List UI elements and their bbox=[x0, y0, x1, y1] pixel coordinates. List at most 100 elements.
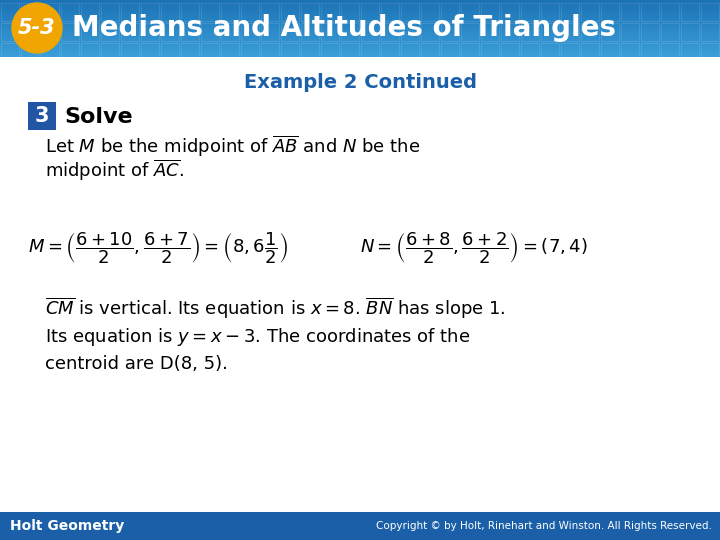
Text: 5-3: 5-3 bbox=[18, 18, 56, 38]
Bar bbox=[701, 43, 719, 61]
Text: 3: 3 bbox=[35, 106, 49, 126]
Bar bbox=[481, 43, 499, 61]
Bar bbox=[161, 3, 179, 21]
Bar bbox=[361, 3, 379, 21]
Bar bbox=[161, 43, 179, 61]
Bar bbox=[21, 3, 39, 21]
Bar bbox=[181, 43, 199, 61]
Bar bbox=[41, 23, 59, 41]
Circle shape bbox=[12, 3, 62, 53]
Bar bbox=[0, 55, 720, 56]
Bar bbox=[321, 3, 339, 21]
Bar bbox=[61, 23, 79, 41]
Bar bbox=[661, 23, 679, 41]
Bar bbox=[561, 23, 579, 41]
Bar bbox=[0, 2, 720, 3]
Bar bbox=[101, 43, 119, 61]
Bar bbox=[201, 23, 219, 41]
Bar bbox=[0, 15, 720, 16]
Bar bbox=[0, 11, 720, 12]
Bar bbox=[541, 3, 559, 21]
Bar bbox=[481, 23, 499, 41]
Bar bbox=[0, 50, 720, 51]
Bar bbox=[381, 3, 399, 21]
Bar bbox=[101, 3, 119, 21]
Bar bbox=[0, 38, 720, 39]
Bar bbox=[0, 16, 720, 17]
Bar bbox=[441, 3, 459, 21]
Bar bbox=[0, 7, 720, 8]
Bar bbox=[421, 43, 439, 61]
Bar bbox=[541, 23, 559, 41]
Bar bbox=[621, 23, 639, 41]
Bar bbox=[0, 20, 720, 21]
Bar bbox=[0, 12, 720, 13]
Bar bbox=[321, 23, 339, 41]
Text: Holt Geometry: Holt Geometry bbox=[10, 519, 125, 533]
Bar bbox=[0, 10, 720, 11]
Bar bbox=[81, 3, 99, 21]
Bar bbox=[281, 23, 299, 41]
Bar bbox=[121, 43, 139, 61]
Bar bbox=[521, 3, 539, 21]
Bar bbox=[381, 23, 399, 41]
Bar bbox=[301, 23, 319, 41]
Bar bbox=[0, 8, 720, 9]
Bar bbox=[341, 43, 359, 61]
Bar bbox=[0, 5, 720, 6]
Bar bbox=[0, 27, 720, 28]
Bar bbox=[0, 26, 720, 27]
Bar bbox=[181, 23, 199, 41]
Bar bbox=[0, 512, 720, 540]
Text: midpoint of $\overline{AC}$.: midpoint of $\overline{AC}$. bbox=[45, 158, 184, 183]
Bar bbox=[301, 43, 319, 61]
Bar bbox=[421, 23, 439, 41]
Bar bbox=[521, 43, 539, 61]
Bar bbox=[341, 3, 359, 21]
Bar bbox=[221, 23, 239, 41]
Bar bbox=[0, 30, 720, 31]
Bar bbox=[0, 53, 720, 54]
Bar bbox=[681, 23, 699, 41]
Bar bbox=[0, 47, 720, 48]
Bar bbox=[201, 3, 219, 21]
Bar bbox=[0, 22, 720, 23]
Bar bbox=[0, 17, 720, 18]
Bar bbox=[0, 25, 720, 26]
Bar bbox=[61, 43, 79, 61]
Text: Its equation is $y = x - 3$. The coordinates of the: Its equation is $y = x - 3$. The coordin… bbox=[45, 326, 470, 348]
FancyBboxPatch shape bbox=[28, 102, 56, 130]
Bar bbox=[561, 3, 579, 21]
Bar bbox=[101, 23, 119, 41]
Bar bbox=[0, 34, 720, 35]
Bar bbox=[501, 43, 519, 61]
Bar bbox=[241, 3, 259, 21]
Bar bbox=[221, 43, 239, 61]
Bar bbox=[581, 3, 599, 21]
Bar bbox=[0, 44, 720, 45]
Bar bbox=[141, 3, 159, 21]
Bar bbox=[501, 3, 519, 21]
Bar bbox=[1, 43, 19, 61]
Bar bbox=[0, 0, 720, 1]
Bar bbox=[261, 3, 279, 21]
Text: Let $\it{M}$ be the midpoint of $\overline{AB}$ and $\it{N}$ be the: Let $\it{M}$ be the midpoint of $\overli… bbox=[45, 133, 420, 159]
Bar bbox=[661, 3, 679, 21]
Bar bbox=[641, 23, 659, 41]
Bar bbox=[0, 1, 720, 2]
Bar bbox=[0, 29, 720, 30]
Bar bbox=[141, 43, 159, 61]
Bar bbox=[0, 48, 720, 49]
Bar bbox=[0, 45, 720, 46]
Bar bbox=[441, 43, 459, 61]
Bar bbox=[281, 3, 299, 21]
Bar bbox=[0, 13, 720, 14]
Bar bbox=[321, 43, 339, 61]
Bar bbox=[601, 3, 619, 21]
Bar bbox=[81, 43, 99, 61]
Bar bbox=[301, 3, 319, 21]
Bar bbox=[1, 23, 19, 41]
Bar bbox=[621, 43, 639, 61]
Bar bbox=[0, 39, 720, 40]
Bar bbox=[0, 9, 720, 10]
